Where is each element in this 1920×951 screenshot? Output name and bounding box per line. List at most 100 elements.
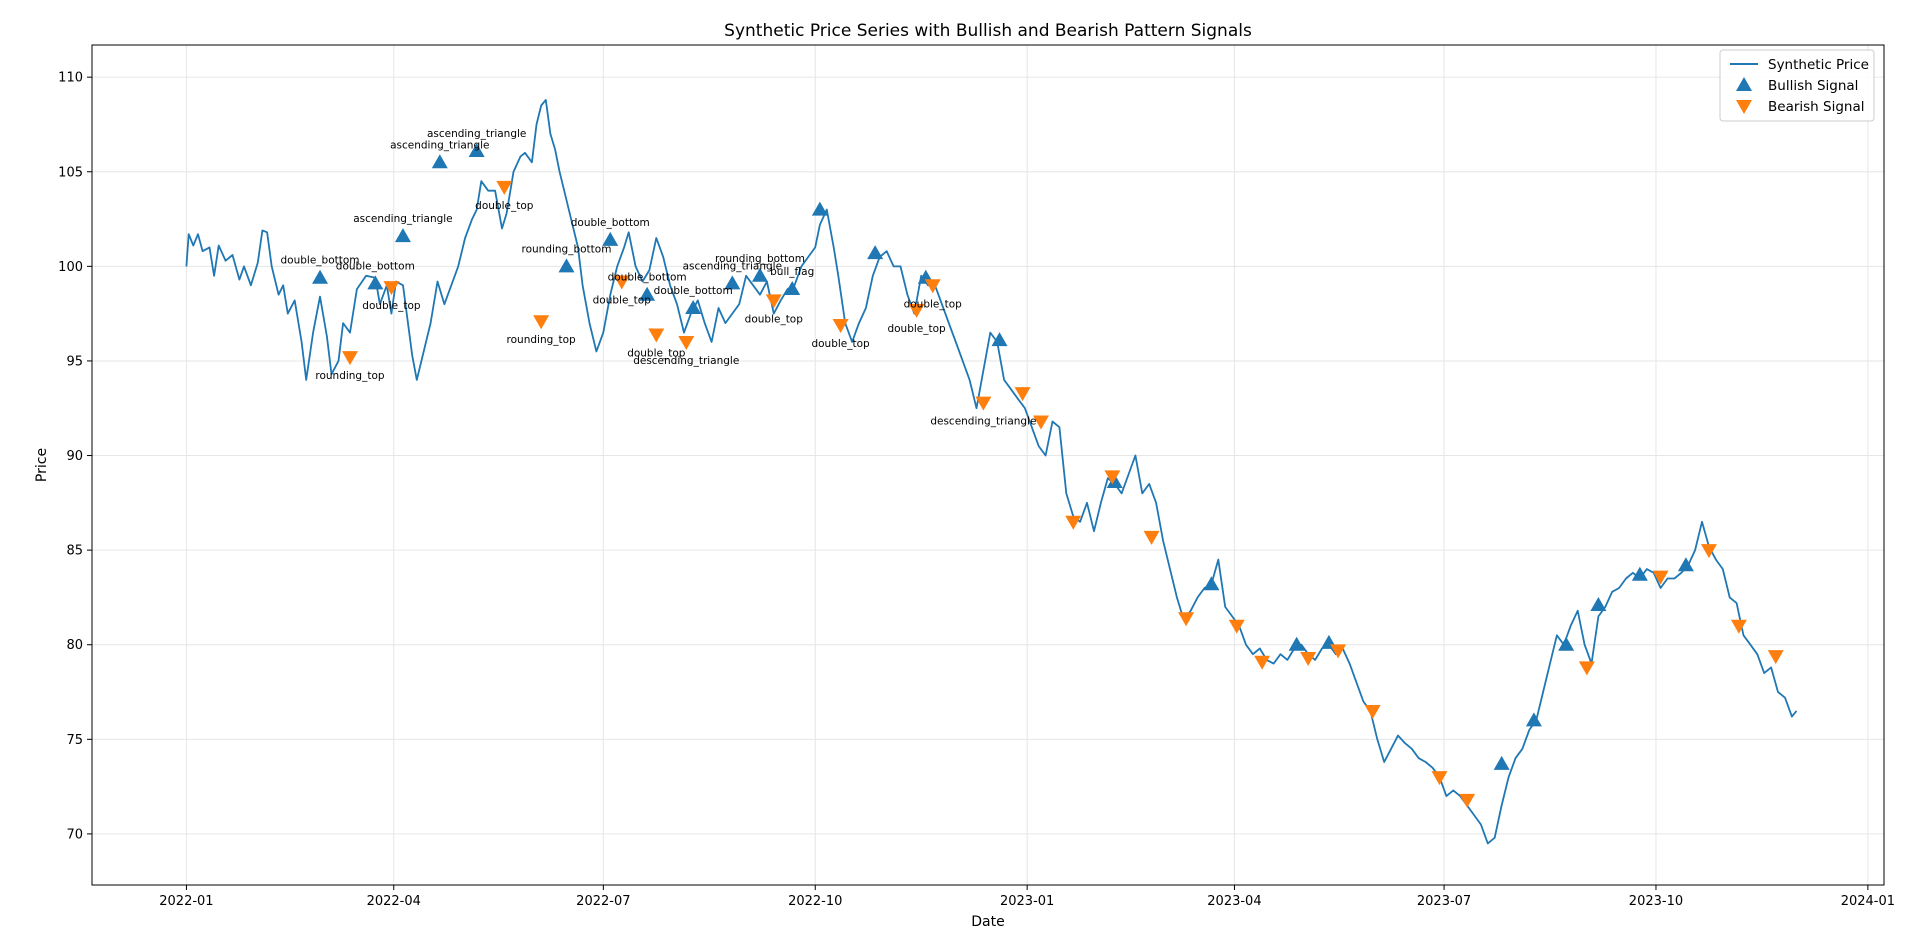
bullish-signal-marker	[1203, 576, 1220, 591]
bullish-pattern-label: bull_flag	[770, 266, 814, 278]
bearish-signal-marker	[1364, 704, 1381, 719]
bearish-signal-marker	[924, 279, 941, 294]
x-tick-label: 2023-04	[1207, 894, 1261, 909]
y-axis: 70 75 80 85 90 95 100 105 110	[58, 71, 92, 842]
bearish-signal-marker	[533, 315, 550, 330]
bullish-signal-marker	[724, 275, 741, 290]
y-tick-label: 75	[66, 733, 83, 748]
bullish-pattern-label: ascending_triangle	[427, 128, 526, 140]
bearish-pattern-label: double_top	[811, 338, 870, 350]
legend-label-price: Synthetic Price	[1768, 57, 1869, 73]
bullish-signal-marker	[1525, 712, 1542, 727]
legend-box	[1719, 49, 1875, 122]
bullish-pattern-label: double_bottom	[571, 217, 650, 229]
grid	[92, 45, 1884, 885]
bullish-signal-marker	[558, 258, 575, 273]
series-layer	[185, 99, 1798, 845]
bullish-pattern-label: ascending_triangle	[353, 213, 452, 225]
bullish-signal-marker	[1106, 474, 1123, 489]
y-tick-label: 110	[58, 71, 83, 86]
bearish-signal-marker	[496, 180, 513, 195]
bearish-pattern-label: descending_triangle	[930, 416, 1036, 428]
x-tick-label: 2022-01	[159, 894, 213, 909]
legend-label-bearish: Bearish Signal	[1768, 99, 1865, 115]
bearish-signal-marker	[678, 336, 695, 351]
bullish-pattern-label: double_bottom	[336, 260, 415, 272]
bullish-signal-marker	[1631, 566, 1648, 581]
x-tick-label: 2023-01	[1000, 894, 1054, 909]
bearish-signal-marker	[1730, 619, 1747, 634]
bearish-signal-marker	[383, 281, 400, 296]
chart-title: Synthetic Price Series with Bullish and …	[724, 21, 1252, 41]
bearish-signal-marker	[1431, 771, 1448, 786]
bearish-pattern-label: double_top	[475, 200, 534, 212]
bearish-pattern-label: double_top	[887, 323, 946, 335]
bearish-signal-marker	[1330, 644, 1347, 659]
legend-bullish-swatch	[1736, 77, 1752, 91]
bearish-signal-marker	[908, 303, 925, 318]
bullish-signal-marker	[1493, 755, 1510, 770]
y-tick-label: 70	[66, 827, 83, 842]
annotations-layer: double_bottomdouble_bottomascending_tria…	[281, 128, 1037, 428]
y-tick-label: 105	[58, 165, 83, 180]
bearish-signal-marker	[1767, 650, 1784, 665]
bearish-signal-marker	[832, 319, 849, 333]
bearish-pattern-label: double_top	[627, 347, 686, 359]
bearish-pattern-label: descending_triangle	[633, 355, 739, 367]
bearish-signal-marker	[1459, 793, 1476, 808]
bullish-pattern-label: rounding_bottom	[522, 243, 612, 255]
bearish-signal-marker	[613, 275, 630, 290]
bearish-signal-marker	[1014, 387, 1031, 402]
legend-bearish-swatch	[1736, 100, 1752, 114]
y-tick-label: 95	[66, 354, 83, 369]
bullish-signal-marker	[1558, 636, 1575, 651]
bearish-signal-marker	[648, 328, 665, 343]
bearish-pattern-label: double_top	[745, 313, 804, 325]
bullish-signal-marker	[394, 228, 411, 243]
bullish-signal-marker	[312, 269, 329, 284]
bullish-signal-marker	[1590, 597, 1607, 611]
bearish-signal-marker	[1254, 655, 1271, 670]
bullish-signal-marker	[685, 299, 702, 314]
x-tick-label: 2022-10	[788, 894, 842, 909]
x-tick-label: 2023-10	[1629, 894, 1683, 909]
bearish-signal-marker	[765, 294, 782, 309]
bearish-pattern-label: rounding_top	[507, 334, 577, 346]
bearish-signal-marker	[1700, 544, 1717, 559]
bullish-pattern-label: double_bottom	[281, 255, 360, 267]
y-tick-label: 80	[66, 638, 83, 653]
x-tick-label: 2024-01	[1841, 894, 1895, 909]
x-tick-label: 2022-04	[367, 894, 421, 909]
bullish-signal-marker	[991, 332, 1008, 347]
bullish-signal-marker	[867, 245, 884, 260]
y-tick-label: 100	[58, 260, 83, 275]
bearish-signal-marker	[1065, 515, 1082, 530]
bullish-signal-marker	[367, 275, 384, 290]
bearish-signal-marker	[1104, 470, 1121, 485]
bullish-signal-marker	[602, 231, 619, 246]
bullish-pattern-label: double_bottom	[608, 272, 687, 284]
bearish-pattern-label: double_top	[593, 294, 652, 306]
bearish-signal-marker	[1178, 612, 1195, 627]
bearish-pattern-label: rounding_top	[315, 370, 385, 382]
legend-label-bullish: Bullish Signal	[1768, 78, 1858, 94]
bearish-signal-marker	[1652, 570, 1669, 585]
price-line	[185, 99, 1798, 845]
plot-frame	[91, 44, 1885, 886]
x-tick-label: 2022-07	[576, 894, 630, 909]
y-axis-label: Price	[34, 448, 50, 482]
x-axis-label: Date	[971, 914, 1004, 930]
bearish-pattern-label: double_top	[904, 298, 963, 310]
bullish-signal-marker	[639, 286, 656, 301]
bearish-signal-marker	[1143, 530, 1160, 545]
bullish-signal-marker	[468, 142, 485, 157]
bearish-pattern-label: double_top	[362, 300, 421, 312]
bullish-signal-marker	[1288, 636, 1305, 651]
y-tick-label: 90	[66, 449, 83, 464]
bearish-signal-marker	[1578, 661, 1595, 676]
bearish-signal-marker	[1300, 651, 1317, 666]
bullish-signal-marker	[784, 281, 801, 296]
bullish-signal-marker	[431, 154, 448, 169]
